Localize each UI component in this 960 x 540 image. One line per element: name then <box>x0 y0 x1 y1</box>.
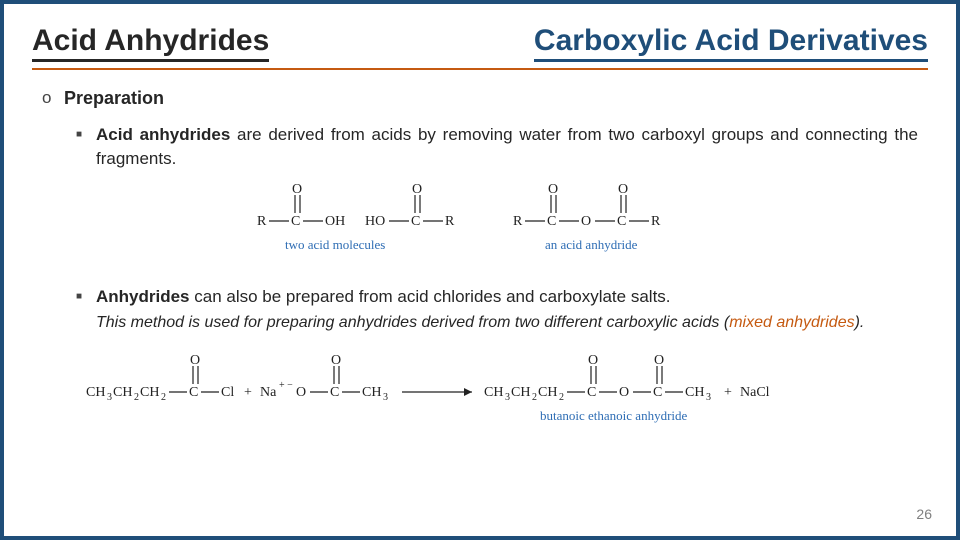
bullet-2-rest: can also be prepared from acid chlorides… <box>190 287 671 306</box>
bullet-marker-o: o <box>42 88 64 109</box>
bullet-2-text: Anhydrides can also be prepared from aci… <box>96 285 671 309</box>
chem-text: CH <box>140 385 159 400</box>
bullet-marker-square: ■ <box>76 123 96 171</box>
slide-header: Acid Anhydrides Carboxylic Acid Derivati… <box>32 24 928 62</box>
note-pre: This method is used for preparing anhydr… <box>96 314 729 331</box>
atom-R: R <box>445 214 455 229</box>
atom-C: C <box>291 214 300 229</box>
atom-C: C <box>411 214 420 229</box>
atom-O: O <box>618 182 628 197</box>
bullet-item-2: ■ Anhydrides can also be prepared from a… <box>76 285 918 309</box>
atom-O: O <box>190 353 200 368</box>
diagram-2-svg: CH 3 CH 2 CH 2 C O Cl + Na + − O C <box>80 350 880 428</box>
divider-line <box>32 68 928 70</box>
bullet-item-1: ■ Acid anhydrides are derived from acids… <box>76 123 918 171</box>
bullet-1-bold: Acid anhydrides <box>96 125 230 144</box>
plus-sign: + <box>724 385 732 400</box>
atom-C: C <box>617 214 626 229</box>
atom-O: O <box>581 214 591 229</box>
atom-C: C <box>330 385 339 400</box>
atom-C: C <box>547 214 556 229</box>
section-label: Preparation <box>64 88 164 109</box>
atom-C: C <box>587 385 596 400</box>
label-anhydride: an acid anhydride <box>545 237 638 252</box>
chem-text: CH <box>511 385 530 400</box>
page-number: 26 <box>916 506 932 522</box>
atom-HO: HO <box>365 214 385 229</box>
atom-C: C <box>189 385 198 400</box>
bullet-2-note: This method is used for preparing anhydr… <box>96 314 918 332</box>
atom-Cl: Cl <box>221 385 234 400</box>
chem-sub: 3 <box>706 392 711 403</box>
chem-sub: 2 <box>161 392 166 403</box>
label-product: butanoic ethanoic anhydride <box>540 408 688 423</box>
atom-R: R <box>257 214 267 229</box>
atom-O: O <box>331 353 341 368</box>
chem-sub: 2 <box>134 392 139 403</box>
chem-text: CH <box>86 385 105 400</box>
chem-text: CH <box>538 385 557 400</box>
chem-text: CH <box>484 385 503 400</box>
chem-sub: 3 <box>107 392 112 403</box>
note-mixed: mixed anhydrides <box>729 314 854 331</box>
atom-R: R <box>651 214 661 229</box>
chem-sup: + − <box>279 380 293 391</box>
atom-O: O <box>588 353 598 368</box>
bullet-2-bold: Anhydrides <box>96 287 190 306</box>
diagram-1-svg: R C O OH HO C O R two acid molecules R <box>245 179 715 257</box>
chem-sub: 2 <box>559 392 564 403</box>
atom-O: O <box>548 182 558 197</box>
plus-sign: + <box>244 385 252 400</box>
atom-O: O <box>292 182 302 197</box>
label-two-acids: two acid molecules <box>285 237 385 252</box>
chem-text: NaCl <box>740 385 770 400</box>
chem-sub: 2 <box>532 392 537 403</box>
note-post: ). <box>855 314 865 331</box>
atom-O: O <box>654 353 664 368</box>
chem-sub: 3 <box>505 392 510 403</box>
chem-text: CH <box>113 385 132 400</box>
bullet-1-text: Acid anhydrides are derived from acids b… <box>96 123 918 171</box>
atom-C: C <box>653 385 662 400</box>
atom-O: O <box>412 182 422 197</box>
bullet-section: o Preparation <box>42 88 918 109</box>
bullet-marker-square: ■ <box>76 285 96 309</box>
atom-O: O <box>619 385 629 400</box>
chem-text: Na <box>260 385 277 400</box>
diagram-1: R C O OH HO C O R two acid molecules R <box>42 179 918 257</box>
chem-text: CH <box>685 385 704 400</box>
slide-content: o Preparation ■ Acid anhydrides are deri… <box>32 88 928 428</box>
chem-text: CH <box>362 385 381 400</box>
diagram-2: CH 3 CH 2 CH 2 C O Cl + Na + − O C <box>42 350 918 428</box>
slide-frame: Acid Anhydrides Carboxylic Acid Derivati… <box>0 0 960 540</box>
atom-O: O <box>296 385 306 400</box>
chem-sub: 3 <box>383 392 388 403</box>
atom-R: R <box>513 214 523 229</box>
title-right: Carboxylic Acid Derivatives <box>534 24 928 62</box>
title-left: Acid Anhydrides <box>32 24 269 62</box>
atom-OH: OH <box>325 214 345 229</box>
